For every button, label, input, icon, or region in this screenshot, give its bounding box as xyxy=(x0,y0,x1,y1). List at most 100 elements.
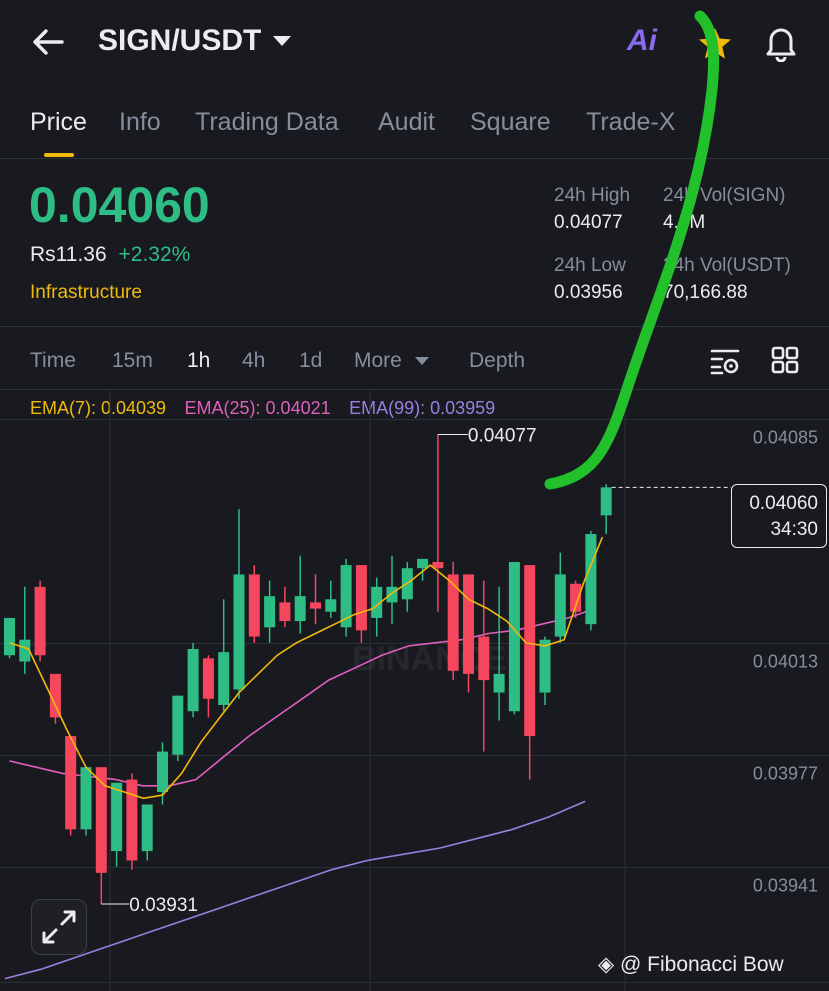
expand-icon xyxy=(42,910,76,944)
section-divider xyxy=(0,326,829,327)
candle-body xyxy=(554,574,566,637)
low-marker-label: 0.03931 xyxy=(129,895,198,916)
stat-24h-vol-usdt-label: 24h Vol(USDT) xyxy=(663,255,791,276)
back-button[interactable] xyxy=(30,26,66,58)
candle-body xyxy=(310,602,321,609)
candle-body xyxy=(432,561,444,569)
ema25-line xyxy=(9,607,596,787)
interval-more[interactable]: More xyxy=(354,349,430,373)
candle-body xyxy=(187,649,199,712)
candle-body xyxy=(34,586,46,656)
candle-body xyxy=(233,574,245,690)
layout-grid-button[interactable] xyxy=(771,346,799,379)
candle-body xyxy=(585,534,597,625)
candle-body xyxy=(600,487,612,516)
tab-info[interactable]: Info xyxy=(119,108,161,136)
favorite-button[interactable] xyxy=(697,26,733,65)
candle-body xyxy=(49,673,61,718)
candle-body xyxy=(4,617,15,656)
price-change: +2.32% xyxy=(118,243,191,266)
caret-down-icon xyxy=(273,36,292,46)
category-tag[interactable]: Infrastructure xyxy=(30,282,142,303)
y-tick-label: 0.04013 xyxy=(753,651,818,671)
indicator-settings-icon xyxy=(710,349,740,375)
interval-1d[interactable]: 1d xyxy=(299,349,323,372)
attribution: ◈ @ Fibonacci Bow xyxy=(598,952,784,977)
candle-body xyxy=(65,736,77,830)
tab-price[interactable]: Price xyxy=(30,108,87,136)
stat-24h-low-label: 24h Low xyxy=(554,255,626,276)
stat-24h-vol-usdt-value: 70,166.88 xyxy=(663,282,748,303)
candle-body xyxy=(325,599,337,612)
ema7-line xyxy=(9,536,604,800)
fullscreen-button[interactable] xyxy=(31,899,87,955)
y-tick-label: 0.03977 xyxy=(753,763,818,783)
current-price-value: 0.04060 xyxy=(749,493,818,514)
tab-trade-x[interactable]: Trade-X xyxy=(586,108,676,136)
caret-down-icon xyxy=(414,357,429,365)
tabs-divider xyxy=(0,158,829,159)
tab-trading-data[interactable]: Trading Data xyxy=(195,108,339,136)
interval-15m[interactable]: 15m xyxy=(112,349,153,372)
candle-body xyxy=(463,574,474,674)
fiat-value: Rs11.36 xyxy=(30,243,107,266)
bell-icon xyxy=(766,28,796,63)
candle-body xyxy=(570,583,582,612)
active-tab-indicator xyxy=(44,153,74,157)
candle-body xyxy=(447,574,459,671)
attribution-text: @ Fibonacci Bow xyxy=(620,953,784,976)
stat-24h-vol-sign-label: 24h Vol(SIGN) xyxy=(663,185,786,206)
candle-body xyxy=(218,652,230,705)
pair-title: SIGN/USDT xyxy=(98,24,262,57)
candle-body xyxy=(493,673,505,693)
ema-legend: EMA(7): 0.04039 EMA(25): 0.04021 EMA(99)… xyxy=(30,398,509,419)
y-tick-label: 0.04085 xyxy=(753,428,818,448)
current-price-tag[interactable]: 0.04060 34:30 xyxy=(731,484,827,548)
ema99-label: EMA(99): 0.03959 xyxy=(349,398,496,418)
candle-body xyxy=(478,636,490,681)
candle-body xyxy=(95,767,107,873)
candle-body xyxy=(19,639,31,662)
ai-button[interactable]: Ai xyxy=(627,24,657,57)
ema7-label: EMA(7): 0.04039 xyxy=(30,398,167,418)
candle-body xyxy=(80,767,92,830)
tab-audit[interactable]: Audit xyxy=(378,108,435,136)
ema99-line xyxy=(4,800,586,980)
candle-body xyxy=(294,596,306,622)
fiat-price: Rs11.36 +2.32% xyxy=(30,243,190,267)
stat-24h-vol-sign-value: 4.5M xyxy=(663,212,706,233)
candle-body xyxy=(111,782,123,852)
notifications-button[interactable] xyxy=(763,24,799,67)
interval-4h[interactable]: 4h xyxy=(242,349,266,372)
candle-body xyxy=(126,779,138,861)
stat-24h-high-label: 24h High xyxy=(554,185,631,206)
candle-body xyxy=(157,751,168,793)
indicator-settings-button[interactable] xyxy=(710,347,740,380)
interval-1h[interactable]: 1h xyxy=(187,349,211,372)
candle-body xyxy=(417,558,429,569)
pair-selector[interactable]: SIGN/USDT xyxy=(98,24,293,58)
interval-depth[interactable]: Depth xyxy=(469,349,526,372)
chart-top-divider xyxy=(0,389,829,390)
candle-body xyxy=(172,695,184,755)
candle-body xyxy=(279,602,291,622)
y-tick-label: 0.03941 xyxy=(753,875,818,895)
candle-body xyxy=(141,804,153,852)
ema25-label: EMA(25): 0.04021 xyxy=(184,398,331,418)
candle-body xyxy=(248,574,260,637)
star-icon xyxy=(699,28,731,59)
candle-body xyxy=(264,596,276,628)
high-marker-label: 0.04077 xyxy=(468,426,537,447)
candle-body xyxy=(355,565,367,631)
candle-body xyxy=(524,565,536,737)
candle-body xyxy=(202,658,214,699)
stat-24h-high-value: 0.04077 xyxy=(554,212,623,233)
candle-body xyxy=(340,565,352,628)
grid-icon xyxy=(771,346,799,374)
candle-body xyxy=(539,639,551,693)
last-price: 0.04060 xyxy=(29,177,210,233)
stat-24h-low-value: 0.03956 xyxy=(554,282,623,303)
tab-square[interactable]: Square xyxy=(470,108,551,136)
interval-time[interactable]: Time xyxy=(30,349,76,372)
